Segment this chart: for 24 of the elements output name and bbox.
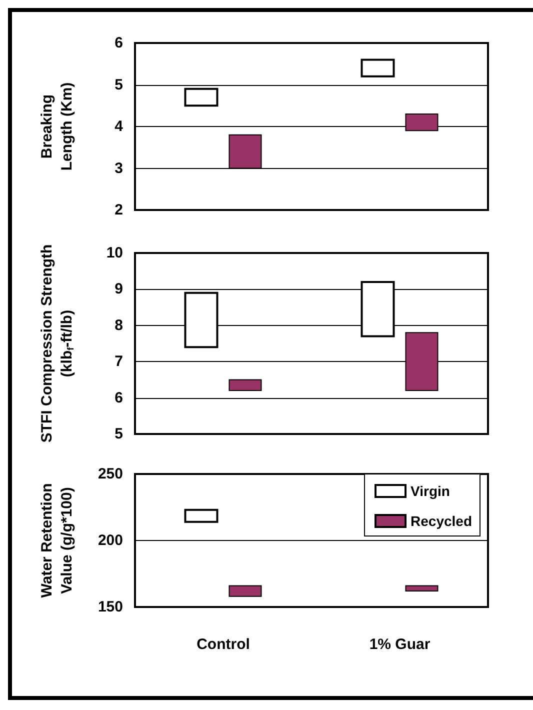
y-tick-label: 10 [106, 244, 123, 262]
y-tick-label: 200 [98, 532, 123, 549]
y-tick-label: 4 [114, 118, 124, 135]
y-axis-title: STFI Compression Strength (klbf-ft/lb) [38, 244, 76, 443]
y-tick-label: 5 [114, 76, 123, 94]
bar [184, 88, 218, 107]
x-tick-label: 1% Guar [369, 636, 430, 653]
y-tick-label: 6 [114, 34, 123, 52]
y-tick-label: 7 [114, 353, 123, 370]
y-tick-label: 6 [114, 389, 123, 406]
y-tick-label: 9 [114, 280, 123, 298]
y-tick-label: 150 [98, 598, 123, 616]
y-tick-label: 2 [114, 202, 123, 218]
x-tick-label: Control [196, 636, 250, 653]
bar [360, 58, 395, 78]
legend-label: Recycled [410, 513, 472, 529]
bar [228, 379, 262, 392]
y-tick-label: 3 [114, 160, 123, 177]
y-axis-title: Water Retention Value (g/g*100) [38, 483, 76, 598]
y-tick-label: 250 [98, 466, 123, 482]
y-axis-title: Breaking Length (Km) [38, 82, 76, 171]
y-tick-label: 8 [114, 316, 123, 334]
legend-label: Virgin [410, 483, 450, 499]
y-tick-label: 5 [114, 426, 123, 442]
